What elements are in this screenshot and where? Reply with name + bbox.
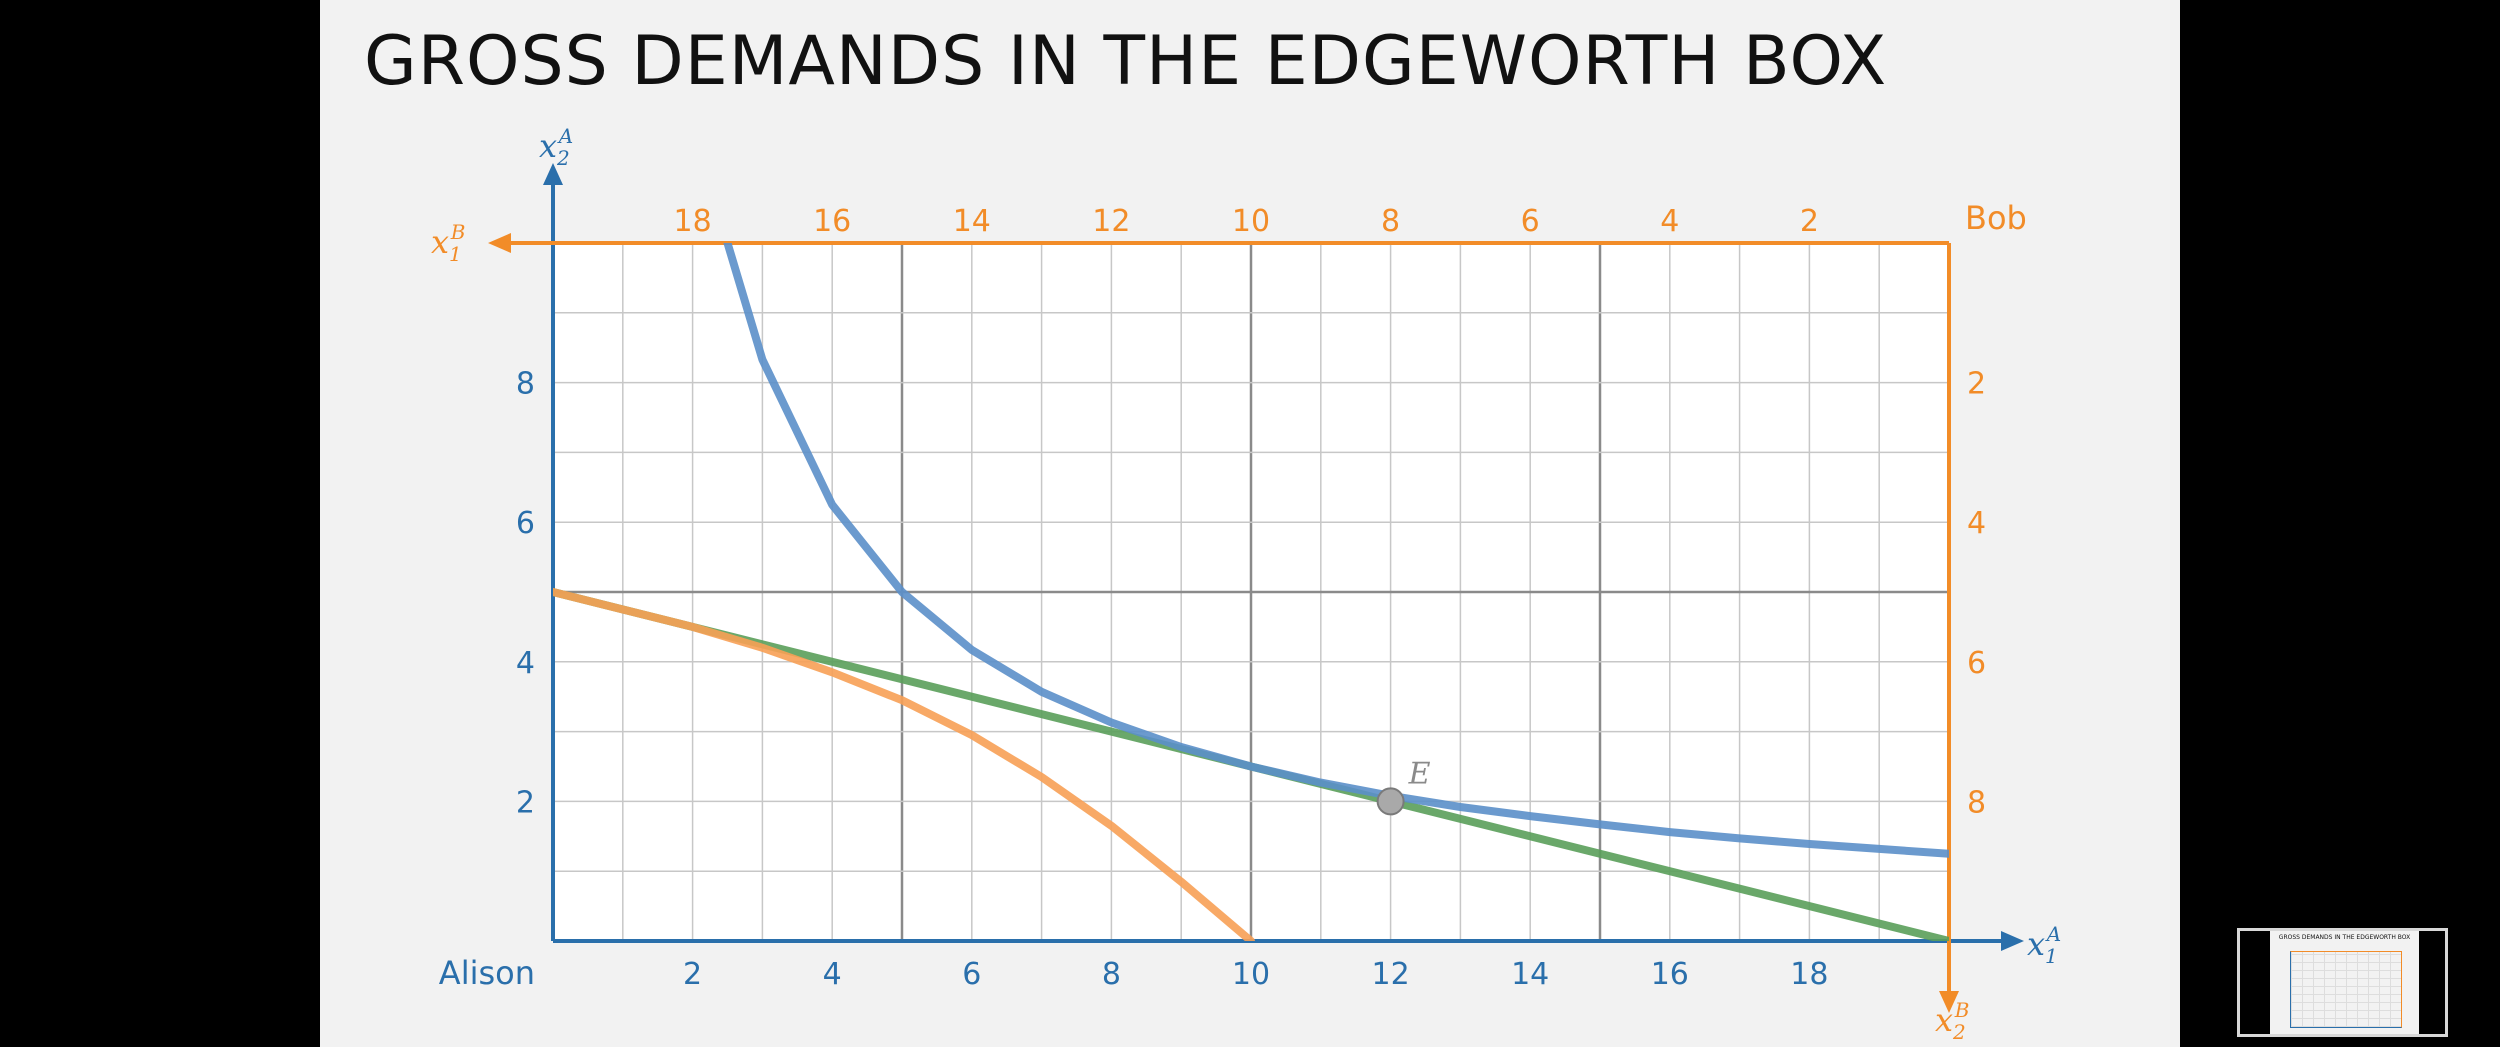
bob-x-tick-label: 16 (813, 204, 851, 239)
alison-x-arrowhead (2001, 931, 2024, 951)
bob-x-arrowhead (488, 233, 511, 253)
marks (1376, 787, 1405, 816)
curves (553, 243, 1949, 941)
thumbnail-preview: GROSS DEMANDS IN THE EDGEWORTH BOX (2270, 931, 2419, 1034)
alison-x-tick-label: 4 (823, 957, 842, 992)
bob-x-tick-label: 8 (1381, 204, 1400, 239)
alison-indifference-curve (723, 243, 1949, 858)
slide-thumbnail[interactable]: GROSS DEMANDS IN THE EDGEWORTH BOX (2237, 928, 2448, 1037)
labels: E 2 4 6 8 10 12 14 16 18 2 4 6 8 18 16 14 12 10 8 6 4 2 2 4 6 8 Ali… (431, 124, 2061, 1044)
equilibrium-point-label: E (1408, 756, 1431, 791)
thumbnail-title: GROSS DEMANDS IN THE EDGEWORTH BOX (2278, 934, 2411, 941)
bob-x-tick-label: 4 (1660, 204, 1679, 239)
bob-x-tick-label: 18 (674, 204, 712, 239)
alison-y-tick-label: 4 (516, 646, 535, 681)
bob-y-arrowhead (1939, 991, 1959, 1013)
alison-x-tick-label: 2 (683, 957, 702, 992)
bob-indifference-curve (553, 588, 1255, 941)
bob-x-tick-label: 6 (1521, 204, 1540, 239)
bob-x-tick-label: 10 (1232, 204, 1270, 239)
bob-x-tick-label: 14 (953, 204, 991, 239)
bob-origin-label: Bob (1965, 199, 2027, 237)
alison-y-tick-label: 6 (516, 506, 535, 541)
alison-x-tick-label: 18 (1790, 957, 1828, 992)
thumbnail-box (2290, 951, 2402, 1028)
bob-x-axis-label: x1B (431, 220, 465, 266)
slide: GROSS DEMANDS IN THE EDGEWORTH BOX E 2 4 6 8… (320, 0, 2180, 1047)
bob-x-tick-label: 12 (1092, 204, 1130, 239)
alison-y-arrowhead (543, 163, 563, 185)
slide-title: GROSS DEMANDS IN THE EDGEWORTH BOX (364, 22, 1888, 101)
bob-y-tick-label: 6 (1967, 646, 1986, 681)
axes (488, 163, 2024, 1013)
alison-x-tick-label: 12 (1372, 957, 1410, 992)
alison-x-tick-label: 16 (1651, 957, 1689, 992)
alison-x-tick-label: 6 (962, 957, 981, 992)
alison-origin-label: Alison (439, 954, 535, 992)
bob-y-tick-label: 8 (1967, 785, 1986, 820)
edgeworth-box-chart: E 2 4 6 8 10 12 14 16 18 2 4 6 8 18 16 14 12 10 8 6 4 2 2 4 6 8 Ali… (431, 124, 2061, 1044)
alison-x-tick-label: 10 (1232, 957, 1270, 992)
alison-x-tick-label: 14 (1511, 957, 1549, 992)
alison-x-tick-label: 8 (1102, 957, 1121, 992)
bob-y-tick-label: 2 (1967, 367, 1986, 402)
bob-y-axis-label: x2B (1935, 998, 1969, 1044)
alison-y-tick-label: 2 (516, 785, 535, 820)
bob-y-tick-label: 4 (1967, 506, 1986, 541)
equilibrium-point (1376, 787, 1405, 816)
alison-y-tick-label: 8 (516, 367, 535, 402)
alison-y-axis-label: x2A (539, 124, 573, 170)
alison-x-axis-label: x1A (2027, 922, 2061, 968)
bob-x-tick-label: 2 (1800, 204, 1819, 239)
